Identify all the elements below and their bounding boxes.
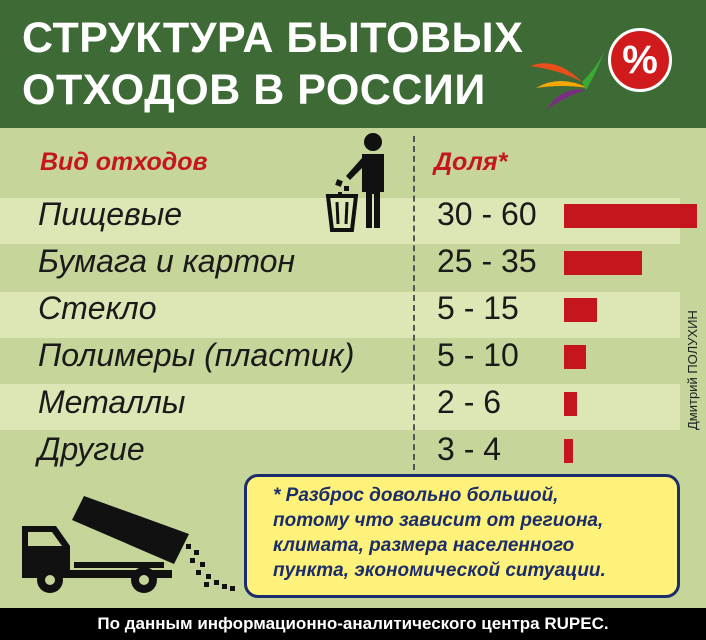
share-bar (564, 345, 586, 369)
share-range-label: 5 - 15 (437, 290, 519, 326)
category-label: Бумага и картон (38, 243, 296, 279)
category-label: Полимеры (пластик) (38, 337, 355, 373)
share-range-label: 3 - 4 (437, 431, 502, 467)
dump-truck-icon (22, 496, 235, 593)
title-line-1: СТРУКТУРА БЫТОВЫХ (22, 14, 524, 62)
category-label: Другие (38, 431, 145, 467)
header: СТРУКТУРА БЫТОВЫХ ОТХОДОВ В РОССИИ % (0, 0, 706, 128)
share-range-label: 25 - 35 (437, 243, 537, 279)
category-column-header: Вид отходов (40, 148, 208, 176)
title-line-2: ОТХОДОВ В РОССИИ (22, 66, 486, 114)
footnote-line-4: пункта, экономической ситуации. (273, 560, 606, 581)
swoosh-logo-icon (530, 52, 604, 110)
column-divider (413, 136, 415, 470)
footnote-box: * Разброс довольно большой, потому что з… (244, 474, 680, 598)
source-footer: По данным информационно-аналитического ц… (0, 608, 706, 640)
share-bar (564, 251, 642, 275)
category-label: Металлы (38, 384, 186, 420)
share-bar (564, 392, 577, 416)
share-range-label: 30 - 60 (437, 196, 537, 232)
share-range-label: 2 - 6 (437, 384, 502, 420)
footnote-line-1: * Разброс довольно большой, (273, 485, 559, 506)
footnote-line-3: климата, размера населенного (273, 535, 575, 556)
share-range-label: 5 - 10 (437, 337, 519, 373)
share-bar (564, 298, 597, 322)
page-title: СТРУКТУРА БЫТОВЫХ ОТХОДОВ В РОССИИ (22, 12, 523, 116)
category-label: Стекло (38, 290, 157, 326)
trash-person-icon (325, 133, 384, 232)
footnote-line-2: потому что зависит от региона, (273, 510, 604, 531)
share-bar (564, 439, 573, 463)
percent-badge-icon: % (608, 28, 672, 92)
share-bar (564, 204, 697, 228)
photo-credit: Дмитрий ПОЛУХИН (685, 310, 700, 430)
share-column-header: Доля* (434, 148, 508, 176)
category-label: Пищевые (38, 196, 183, 232)
